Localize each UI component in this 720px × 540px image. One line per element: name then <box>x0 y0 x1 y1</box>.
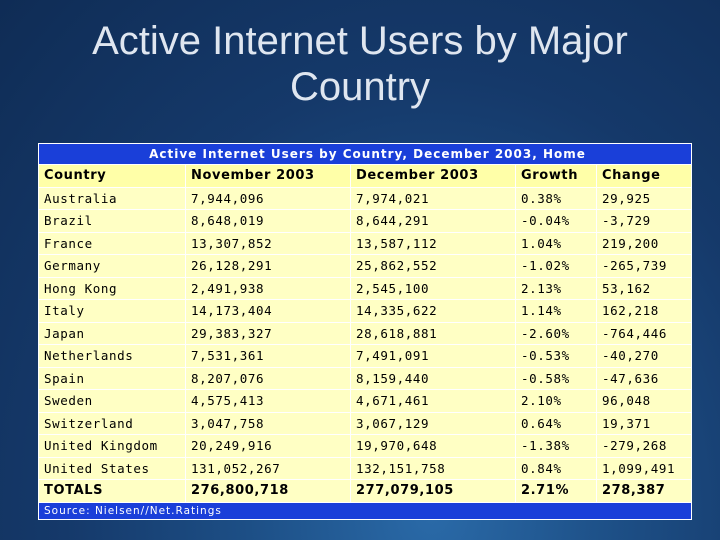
internet-users-table: Active Internet Users by Country, Decemb… <box>38 143 692 520</box>
november-cell: 3,047,758 <box>185 411 351 435</box>
country-cell: United Kingdom <box>38 434 186 458</box>
table-row: Italy 14,173,404 14,335,622 1.14% 162,218 <box>38 299 692 323</box>
change-cell: 219,200 <box>596 231 692 255</box>
growth-cell: -2.60% <box>515 321 597 345</box>
november-cell: 14,173,404 <box>185 299 351 323</box>
december-cell: 7,974,021 <box>350 186 516 210</box>
table-row: United Kingdom 20,249,916 19,970,648 -1.38%… <box>38 434 692 458</box>
growth-cell: 0.38% <box>515 186 597 210</box>
change-cell: -265,739 <box>596 254 692 278</box>
growth-cell: -0.58% <box>515 366 597 390</box>
table-row: Hong Kong 2,491,938 2,545,100 2.13% 53,162 <box>38 276 692 300</box>
country-cell: Australia <box>38 186 186 210</box>
table-row: Japan 29,383,327 28,618,881 -2.60% -764,446 <box>38 321 692 345</box>
december-cell: 13,587,112 <box>350 231 516 255</box>
change-cell: -47,636 <box>596 366 692 390</box>
change-cell: -279,268 <box>596 434 692 458</box>
header-country: Country <box>38 164 186 188</box>
change-cell: 96,048 <box>596 389 692 413</box>
internet-users-table-container: Active Internet Users by Country, Decemb… <box>38 143 692 520</box>
growth-cell: 0.84% <box>515 456 597 480</box>
table-row: United States 131,052,267 132,151,758 0.84%… <box>38 456 692 480</box>
table-caption: Active Internet Users by Country, Decemb… <box>38 143 692 165</box>
table-row: Netherlands 7,531,361 7,491,091 -0.53% -40,2… <box>38 344 692 368</box>
totals-november-cell: 276,800,718 <box>185 479 351 503</box>
table-row: France 13,307,852 13,587,112 1.04% 219,200 <box>38 231 692 255</box>
country-cell: Italy <box>38 299 186 323</box>
growth-cell: 2.13% <box>515 276 597 300</box>
change-cell: 1,099,491 <box>596 456 692 480</box>
november-cell: 4,575,413 <box>185 389 351 413</box>
header-growth: Growth <box>515 164 597 188</box>
december-cell: 7,491,091 <box>350 344 516 368</box>
growth-cell: 0.64% <box>515 411 597 435</box>
totals-december-cell: 277,079,105 <box>350 479 516 503</box>
country-cell: Spain <box>38 366 186 390</box>
country-cell: Switzerland <box>38 411 186 435</box>
december-cell: 14,335,622 <box>350 299 516 323</box>
country-cell: Japan <box>38 321 186 345</box>
change-cell: 53,162 <box>596 276 692 300</box>
header-change: Change <box>596 164 692 188</box>
country-cell: France <box>38 231 186 255</box>
table-row: Switzerland 3,047,758 3,067,129 0.64% 19,371 <box>38 411 692 435</box>
country-cell: Sweden <box>38 389 186 413</box>
november-cell: 2,491,938 <box>185 276 351 300</box>
december-cell: 19,970,648 <box>350 434 516 458</box>
december-cell: 8,159,440 <box>350 366 516 390</box>
december-cell: 4,671,461 <box>350 389 516 413</box>
growth-cell: 1.14% <box>515 299 597 323</box>
country-cell: Brazil <box>38 209 186 233</box>
november-cell: 13,307,852 <box>185 231 351 255</box>
table-header-row: Country November 2003 December 2003 Grow… <box>38 164 692 188</box>
table-row: Australia 7,944,096 7,974,021 0.38% 29,925 <box>38 186 692 210</box>
header-november-2003: November 2003 <box>185 164 351 188</box>
country-cell: Hong Kong <box>38 276 186 300</box>
november-cell: 26,128,291 <box>185 254 351 278</box>
growth-cell: 2.10% <box>515 389 597 413</box>
december-cell: 132,151,758 <box>350 456 516 480</box>
country-cell: United States <box>38 456 186 480</box>
country-cell: Netherlands <box>38 344 186 368</box>
slide-title: Active Internet Users by Major Country <box>92 19 628 109</box>
change-cell: -764,446 <box>596 321 692 345</box>
table-row: Sweden 4,575,413 4,671,461 2.10% 96,048 <box>38 389 692 413</box>
november-cell: 8,648,019 <box>185 209 351 233</box>
november-cell: 7,944,096 <box>185 186 351 210</box>
november-cell: 131,052,267 <box>185 456 351 480</box>
table-row: Germany 26,128,291 25,862,552 -1.02% -265,73… <box>38 254 692 278</box>
table-row: Brazil 8,648,019 8,644,291 -0.04% -3,729 <box>38 209 692 233</box>
change-cell: 162,218 <box>596 299 692 323</box>
totals-change-cell: 278,387 <box>596 479 692 503</box>
change-cell: -40,270 <box>596 344 692 368</box>
december-cell: 25,862,552 <box>350 254 516 278</box>
growth-cell: -1.02% <box>515 254 597 278</box>
totals-growth-cell: 2.71% <box>515 479 597 503</box>
change-cell: 19,371 <box>596 411 692 435</box>
november-cell: 29,383,327 <box>185 321 351 345</box>
december-cell: 2,545,100 <box>350 276 516 300</box>
change-cell: 29,925 <box>596 186 692 210</box>
change-cell: -3,729 <box>596 209 692 233</box>
november-cell: 8,207,076 <box>185 366 351 390</box>
growth-cell: -1.38% <box>515 434 597 458</box>
source-note: Source: Nielsen//Net.Ratings <box>38 501 692 520</box>
december-cell: 8,644,291 <box>350 209 516 233</box>
country-cell: Germany <box>38 254 186 278</box>
november-cell: 20,249,916 <box>185 434 351 458</box>
december-cell: 28,618,881 <box>350 321 516 345</box>
november-cell: 7,531,361 <box>185 344 351 368</box>
december-cell: 3,067,129 <box>350 411 516 435</box>
growth-cell: -0.53% <box>515 344 597 368</box>
totals-country-cell: TOTALS <box>38 479 186 503</box>
growth-cell: -0.04% <box>515 209 597 233</box>
header-december-2003: December 2003 <box>350 164 516 188</box>
totals-row: TOTALS 276,800,718 277,079,105 2.71% 278,387 <box>38 479 692 503</box>
growth-cell: 1.04% <box>515 231 597 255</box>
table-row: Spain 8,207,076 8,159,440 -0.58% -47,636 <box>38 366 692 390</box>
